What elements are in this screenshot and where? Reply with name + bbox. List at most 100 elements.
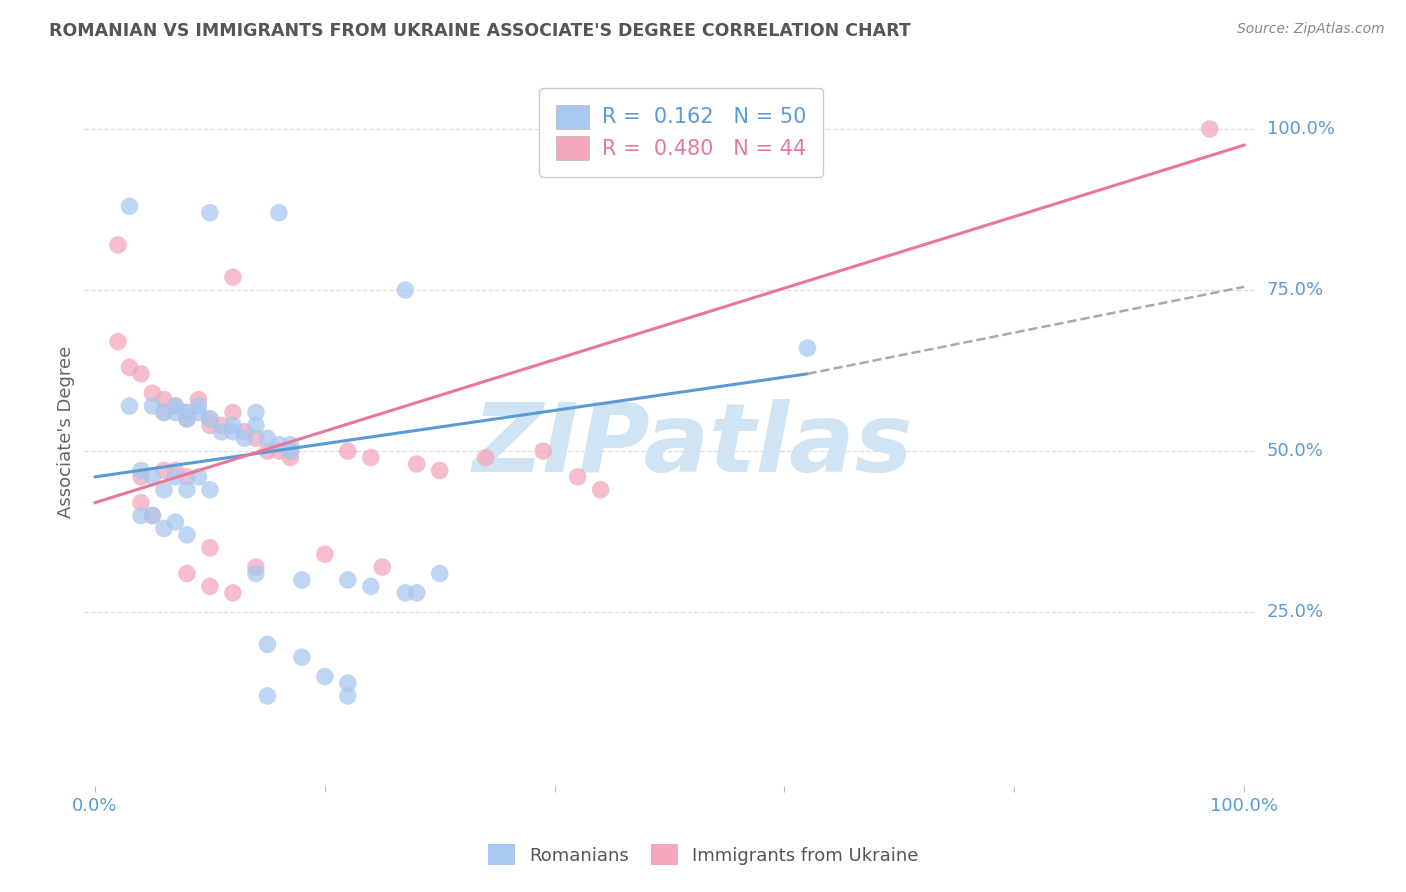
Point — [187, 405, 209, 419]
Point — [129, 496, 152, 510]
Text: Source: ZipAtlas.com: Source: ZipAtlas.com — [1237, 22, 1385, 37]
Point — [245, 405, 267, 419]
Point — [222, 425, 245, 439]
Point — [198, 541, 221, 555]
Point — [429, 463, 451, 477]
Point — [165, 470, 187, 484]
Text: ZIPatlas: ZIPatlas — [472, 400, 914, 492]
Y-axis label: Associate's Degree: Associate's Degree — [58, 346, 75, 518]
Point — [176, 405, 198, 419]
Point — [245, 560, 267, 574]
Point — [165, 399, 187, 413]
Text: 75.0%: 75.0% — [1267, 281, 1324, 299]
Point — [280, 444, 302, 458]
Point — [165, 515, 187, 529]
Point — [165, 405, 187, 419]
Point — [129, 367, 152, 381]
Point — [291, 650, 314, 665]
Point — [796, 341, 818, 355]
Point — [187, 470, 209, 484]
Point — [267, 205, 290, 219]
Point — [153, 405, 176, 419]
Point — [245, 431, 267, 445]
Point — [198, 579, 221, 593]
Point — [198, 418, 221, 433]
Point — [336, 444, 359, 458]
Point — [474, 450, 496, 465]
Point — [209, 425, 232, 439]
Point — [153, 521, 176, 535]
Point — [141, 508, 163, 523]
Point — [1198, 122, 1220, 136]
Point — [118, 199, 141, 213]
Point — [118, 399, 141, 413]
Point — [141, 386, 163, 401]
Point — [198, 412, 221, 426]
Point — [256, 444, 278, 458]
Point — [567, 470, 589, 484]
Point — [141, 470, 163, 484]
Point — [314, 670, 336, 684]
Point — [222, 586, 245, 600]
Point — [198, 412, 221, 426]
Point — [245, 566, 267, 581]
Point — [336, 689, 359, 703]
Point — [176, 412, 198, 426]
Point — [394, 586, 416, 600]
Point — [336, 573, 359, 587]
Point — [280, 450, 302, 465]
Point — [314, 547, 336, 561]
Text: 50.0%: 50.0% — [1267, 442, 1323, 460]
Point — [233, 425, 256, 439]
Point — [267, 438, 290, 452]
Point — [222, 405, 245, 419]
Point — [141, 399, 163, 413]
Point — [405, 457, 427, 471]
Point — [198, 483, 221, 497]
Point — [360, 579, 382, 593]
Point — [187, 399, 209, 413]
Point — [176, 528, 198, 542]
Point — [165, 463, 187, 477]
Point — [291, 573, 314, 587]
Legend: Romanians, Immigrants from Ukraine: Romanians, Immigrants from Ukraine — [478, 835, 928, 874]
Point — [531, 444, 554, 458]
Point — [429, 566, 451, 581]
Point — [280, 444, 302, 458]
Point — [209, 418, 232, 433]
Point — [176, 483, 198, 497]
Point — [280, 438, 302, 452]
Point — [222, 418, 245, 433]
Point — [256, 637, 278, 651]
Point — [371, 560, 394, 574]
Point — [233, 431, 256, 445]
Point — [153, 463, 176, 477]
Point — [187, 392, 209, 407]
Point — [256, 431, 278, 445]
Point — [589, 483, 612, 497]
Point — [176, 566, 198, 581]
Point — [245, 418, 267, 433]
Point — [153, 405, 176, 419]
Point — [256, 689, 278, 703]
Point — [405, 586, 427, 600]
Point — [267, 444, 290, 458]
Text: ROMANIAN VS IMMIGRANTS FROM UKRAINE ASSOCIATE'S DEGREE CORRELATION CHART: ROMANIAN VS IMMIGRANTS FROM UKRAINE ASSO… — [49, 22, 911, 40]
Point — [141, 508, 163, 523]
Point — [176, 405, 198, 419]
Point — [153, 392, 176, 407]
Point — [176, 412, 198, 426]
Text: 100.0%: 100.0% — [1267, 120, 1334, 138]
Legend: R =  0.162   N = 50, R =  0.480   N = 44: R = 0.162 N = 50, R = 0.480 N = 44 — [540, 87, 823, 177]
Point — [107, 238, 129, 252]
Point — [129, 470, 152, 484]
Point — [107, 334, 129, 349]
Point — [165, 399, 187, 413]
Text: 25.0%: 25.0% — [1267, 603, 1324, 621]
Point — [176, 470, 198, 484]
Point — [118, 360, 141, 375]
Point — [153, 483, 176, 497]
Point — [222, 270, 245, 285]
Point — [360, 450, 382, 465]
Point — [336, 676, 359, 690]
